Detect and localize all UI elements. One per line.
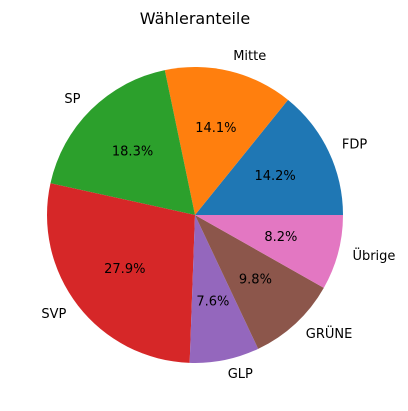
pie-slice-fdp xyxy=(195,99,343,215)
slice-value-glp: 7.6% xyxy=(196,294,229,309)
pie-slice-grune xyxy=(195,215,324,349)
slice-label-svp: SVP xyxy=(41,307,66,322)
slice-label-mitte: Mitte xyxy=(233,49,266,64)
pie-slices xyxy=(47,67,343,363)
slice-label-fdp: FDP xyxy=(342,137,367,152)
pie-slice-svp xyxy=(47,183,195,363)
slice-label-sp: SP xyxy=(64,92,80,107)
slice-value-grune: 9.8% xyxy=(239,273,272,288)
slice-label-ubrige: Übrige xyxy=(352,247,395,264)
pie-slice-ubrige xyxy=(195,215,343,288)
slice-label-grune: GRÜNE xyxy=(306,325,353,342)
slice-value-sp: 18.3% xyxy=(112,144,153,159)
pie-slice-sp xyxy=(50,70,196,215)
pie-labels: FDP 14.2% Mitte 14.1% SP 18.3% SVP 27.9% GLP 7.6%… xyxy=(41,49,395,382)
chart-title: Wähleranteile xyxy=(140,9,250,28)
slice-value-svp: 27.9% xyxy=(104,262,145,277)
slice-value-ubrige: 8.2% xyxy=(264,230,297,245)
slice-value-mitte: 14.1% xyxy=(195,121,236,136)
slice-label-glp: GLP xyxy=(228,367,253,382)
pie-slice-glp xyxy=(189,215,259,363)
pie-slice-mitte xyxy=(164,67,289,216)
slice-value-fdp: 14.2% xyxy=(254,169,295,184)
